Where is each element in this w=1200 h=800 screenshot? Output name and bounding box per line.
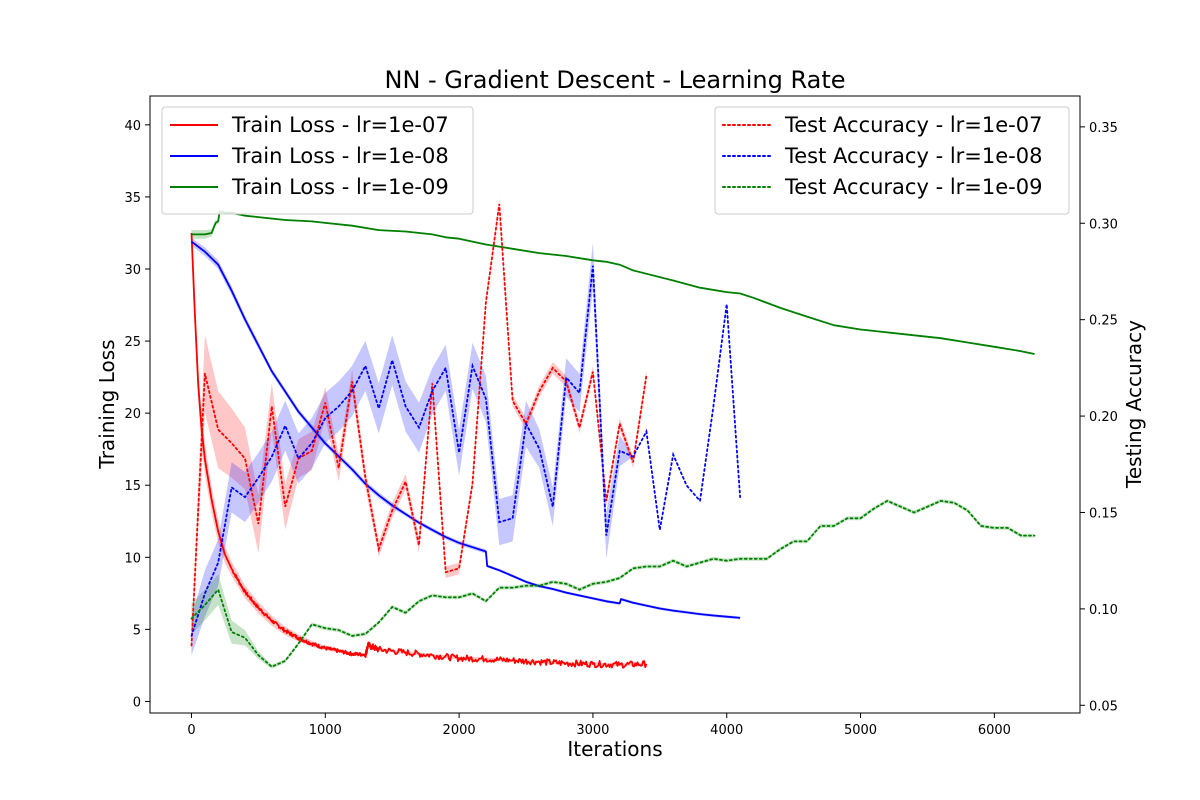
x-tick-label: 1000 xyxy=(309,723,342,738)
train-loss-line-0 xyxy=(190,232,648,669)
x-tick-label: 6000 xyxy=(978,723,1011,738)
legend-test-box xyxy=(714,106,1070,215)
test-band-1 xyxy=(191,242,741,656)
train-loss-line-1 xyxy=(190,240,741,619)
y-tick-label: 25 xyxy=(124,335,141,350)
legend-train-label-1: Train Loss - lr=1e-08 xyxy=(231,144,449,168)
y-axis-label: Training Loss xyxy=(95,339,119,469)
x-axis-ticks: 0 1000 2000 3000 4000 5000 6000 xyxy=(187,713,1011,738)
plot-frame xyxy=(149,95,1081,714)
legend-test-label-2: Test Accuracy - lr=1e-09 xyxy=(784,175,1042,199)
y2-tick-label: 0.35 xyxy=(1089,121,1118,136)
x-tick-label: 3000 xyxy=(576,723,609,738)
x-tick-label: 4000 xyxy=(710,723,743,738)
x-tick-label: 0 xyxy=(187,723,195,738)
legend-test-label-0: Test Accuracy - lr=1e-07 xyxy=(784,113,1042,137)
x-tick-label: 2000 xyxy=(443,723,476,738)
train-band-1 xyxy=(191,238,741,620)
legend-train-loss: Train Loss - lr=1e-07 Train Loss - lr=1e-… xyxy=(161,106,474,215)
y2-tick-label: 0.30 xyxy=(1089,217,1118,232)
y2-axis-ticks: 0.05 0.10 0.15 0.20 0.25 0.30 0.35 xyxy=(1080,121,1118,714)
legend-train-label-0: Train Loss - lr=1e-07 xyxy=(231,113,449,137)
y2-tick-label: 0.05 xyxy=(1089,699,1118,714)
test-accuracy-line-2 xyxy=(190,499,1036,668)
y2-tick-label: 0.10 xyxy=(1089,603,1118,618)
y2-tick-label: 0.25 xyxy=(1089,314,1118,329)
y-tick-label: 15 xyxy=(124,479,141,494)
y-tick-label: 30 xyxy=(124,263,141,278)
y-tick-label: 20 xyxy=(124,407,141,422)
y2-axis-label: Testing Accuracy xyxy=(1122,320,1146,489)
test-accuracy-line-0 xyxy=(190,203,648,647)
test-accuracy-line-1 xyxy=(190,265,741,637)
y-tick-label: 35 xyxy=(124,191,141,206)
chart-title: NN - Gradient Descent - Learning Rate xyxy=(384,66,845,94)
y-tick-label: 10 xyxy=(124,551,141,566)
y2-tick-label: 0.15 xyxy=(1089,506,1118,521)
legend-train-label-2: Train Loss - lr=1e-09 xyxy=(231,175,449,199)
legend-test-label-1: Test Accuracy - lr=1e-08 xyxy=(784,144,1042,168)
y-tick-label: 0 xyxy=(133,695,141,710)
y-axis-ticks: 0 5 10 15 20 25 30 35 40 xyxy=(124,119,150,710)
legend-train-box xyxy=(161,106,474,215)
x-axis-label: Iterations xyxy=(567,737,662,761)
y2-tick-label: 0.20 xyxy=(1089,410,1118,425)
legend-test-accuracy: Test Accuracy - lr=1e-07 Test Accuracy - … xyxy=(714,106,1070,215)
y-tick-label: 5 xyxy=(133,623,141,638)
x-tick-label: 5000 xyxy=(844,723,877,738)
y-tick-label: 40 xyxy=(124,119,141,134)
